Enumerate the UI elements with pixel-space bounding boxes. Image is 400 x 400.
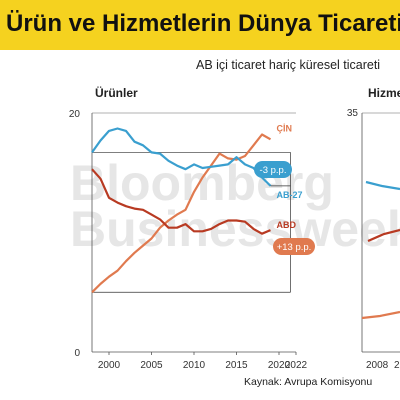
panel2-xtick-2008: 2008 — [366, 360, 389, 371]
watermark-line2: Businessweek — [70, 201, 400, 257]
title-bar — [0, 0, 400, 50]
chart-subtitle: AB içi ticaret hariç küresel ticareti — [196, 58, 381, 72]
panel2-eu-line — [365, 180, 400, 191]
xtick-label: 2022 — [285, 360, 308, 371]
series-label: ABD — [277, 220, 297, 230]
panel2-xtick-partial: 2 — [394, 360, 400, 371]
panel-title-urunler: Ürünler — [95, 85, 138, 100]
annotation-badge-china — [273, 238, 315, 255]
ytick-label: 20 — [69, 109, 81, 120]
series-line — [91, 127, 272, 187]
series-label: AB-27 — [277, 190, 303, 200]
panel2-usa-line — [367, 228, 400, 243]
watermark: Bloomberg Businessweek — [70, 155, 400, 257]
chart-title: Ürün ve Hizmetlerin Dünya Ticareti — [6, 10, 400, 37]
source-note: Kaynak: Avrupa Komisyonu — [244, 376, 373, 388]
xtick-label: 2020 — [268, 360, 291, 371]
xtick-label: 2005 — [140, 360, 163, 371]
annotation-eu-change: -3 p.p. — [260, 165, 287, 176]
series-line — [91, 168, 271, 235]
xtick-label: 2010 — [183, 360, 206, 371]
panel2-china-line — [361, 310, 400, 320]
series-line — [91, 133, 272, 294]
xtick-label: 2015 — [225, 360, 248, 371]
ytick-label: 0 — [74, 348, 80, 359]
annotation-badge-eu — [254, 161, 292, 178]
series-lines: ÇİN AB-27 ABD — [91, 123, 303, 294]
series-label: ÇİN — [277, 123, 293, 133]
annotations: -3 p.p. +13 p.p. — [254, 161, 315, 255]
annotation-china-change: +13 p.p. — [277, 242, 312, 253]
xtick-label: 2000 — [98, 360, 121, 371]
panel2-ytick-35: 35 — [347, 108, 359, 119]
panel-title-hizmetler: Hizme — [368, 86, 400, 100]
